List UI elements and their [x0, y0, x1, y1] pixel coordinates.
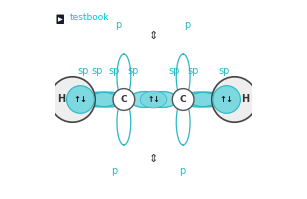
Polygon shape — [88, 92, 128, 107]
Polygon shape — [176, 54, 190, 100]
Text: testbook: testbook — [69, 13, 109, 22]
Polygon shape — [176, 100, 190, 145]
Circle shape — [172, 89, 194, 110]
Circle shape — [67, 86, 94, 113]
Polygon shape — [188, 92, 224, 107]
Circle shape — [213, 86, 240, 113]
Polygon shape — [179, 92, 219, 107]
Polygon shape — [129, 92, 160, 107]
Polygon shape — [117, 100, 131, 145]
Text: p: p — [115, 20, 121, 30]
Text: sp: sp — [108, 66, 120, 76]
Text: H: H — [57, 95, 66, 104]
Text: sp: sp — [91, 66, 103, 76]
Text: sp: sp — [218, 66, 229, 76]
Text: ⇕: ⇕ — [149, 154, 158, 164]
FancyBboxPatch shape — [56, 15, 64, 24]
Circle shape — [50, 77, 95, 122]
Polygon shape — [117, 54, 131, 100]
Polygon shape — [83, 92, 119, 107]
Text: p: p — [179, 166, 185, 176]
Text: ↑↓: ↑↓ — [147, 95, 160, 104]
Circle shape — [212, 77, 257, 122]
Text: p: p — [184, 20, 190, 30]
Text: ↑↓: ↑↓ — [220, 95, 234, 104]
Circle shape — [113, 89, 135, 110]
Text: ▶: ▶ — [58, 17, 63, 22]
Ellipse shape — [140, 91, 167, 108]
Text: sp: sp — [187, 66, 199, 76]
Text: ⇕: ⇕ — [149, 31, 158, 41]
Polygon shape — [147, 92, 178, 107]
Text: H: H — [241, 95, 250, 104]
Text: p: p — [111, 166, 117, 176]
Text: sp: sp — [78, 66, 89, 76]
Text: ↑↓: ↑↓ — [73, 95, 87, 104]
Text: C: C — [180, 95, 186, 104]
Text: C: C — [121, 95, 127, 104]
Text: sp: sp — [169, 66, 180, 76]
Text: sp: sp — [127, 66, 138, 76]
